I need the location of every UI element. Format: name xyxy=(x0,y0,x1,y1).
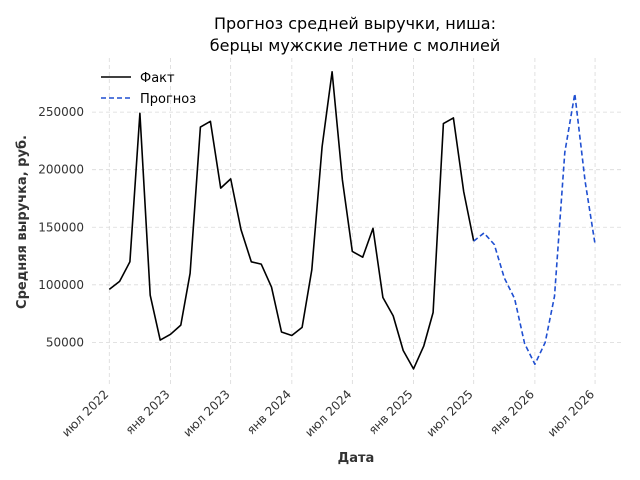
x-tick-label: янв 2024 xyxy=(244,387,294,437)
chart-title-line-2: берцы мужские летние с молнией xyxy=(210,36,500,55)
x-tick-label: июл 2023 xyxy=(180,387,232,439)
y-tick-label: 100000 xyxy=(38,278,84,292)
y-tick-label: 150000 xyxy=(38,220,84,234)
y-tick-label: 50000 xyxy=(46,335,84,349)
x-axis-label: Дата xyxy=(338,451,375,466)
y-tick-label: 200000 xyxy=(38,163,84,177)
y-axis-label: Средняя выручка, руб. xyxy=(15,135,30,309)
legend: Факт Прогноз xyxy=(101,71,196,107)
x-tick-label: янв 2026 xyxy=(487,387,537,437)
chart-title-line-1: Прогноз средней выручки, ниша: xyxy=(214,14,496,33)
legend-label-forecast: Прогноз xyxy=(140,92,196,107)
x-tick-label: янв 2023 xyxy=(123,387,173,437)
series-lines xyxy=(108,71,596,370)
y-tick-label: 250000 xyxy=(38,105,84,119)
grid xyxy=(92,58,622,385)
x-tick-label: июл 2024 xyxy=(302,387,354,439)
series-line-forecast xyxy=(473,92,596,366)
series-line-fact xyxy=(108,71,475,370)
x-tick-label: июл 2026 xyxy=(545,387,597,439)
legend-label-fact: Факт xyxy=(140,71,175,86)
x-tick-label: июл 2025 xyxy=(424,387,476,439)
x-tick-label: янв 2025 xyxy=(366,387,416,437)
x-tick-label: июл 2022 xyxy=(59,387,111,439)
